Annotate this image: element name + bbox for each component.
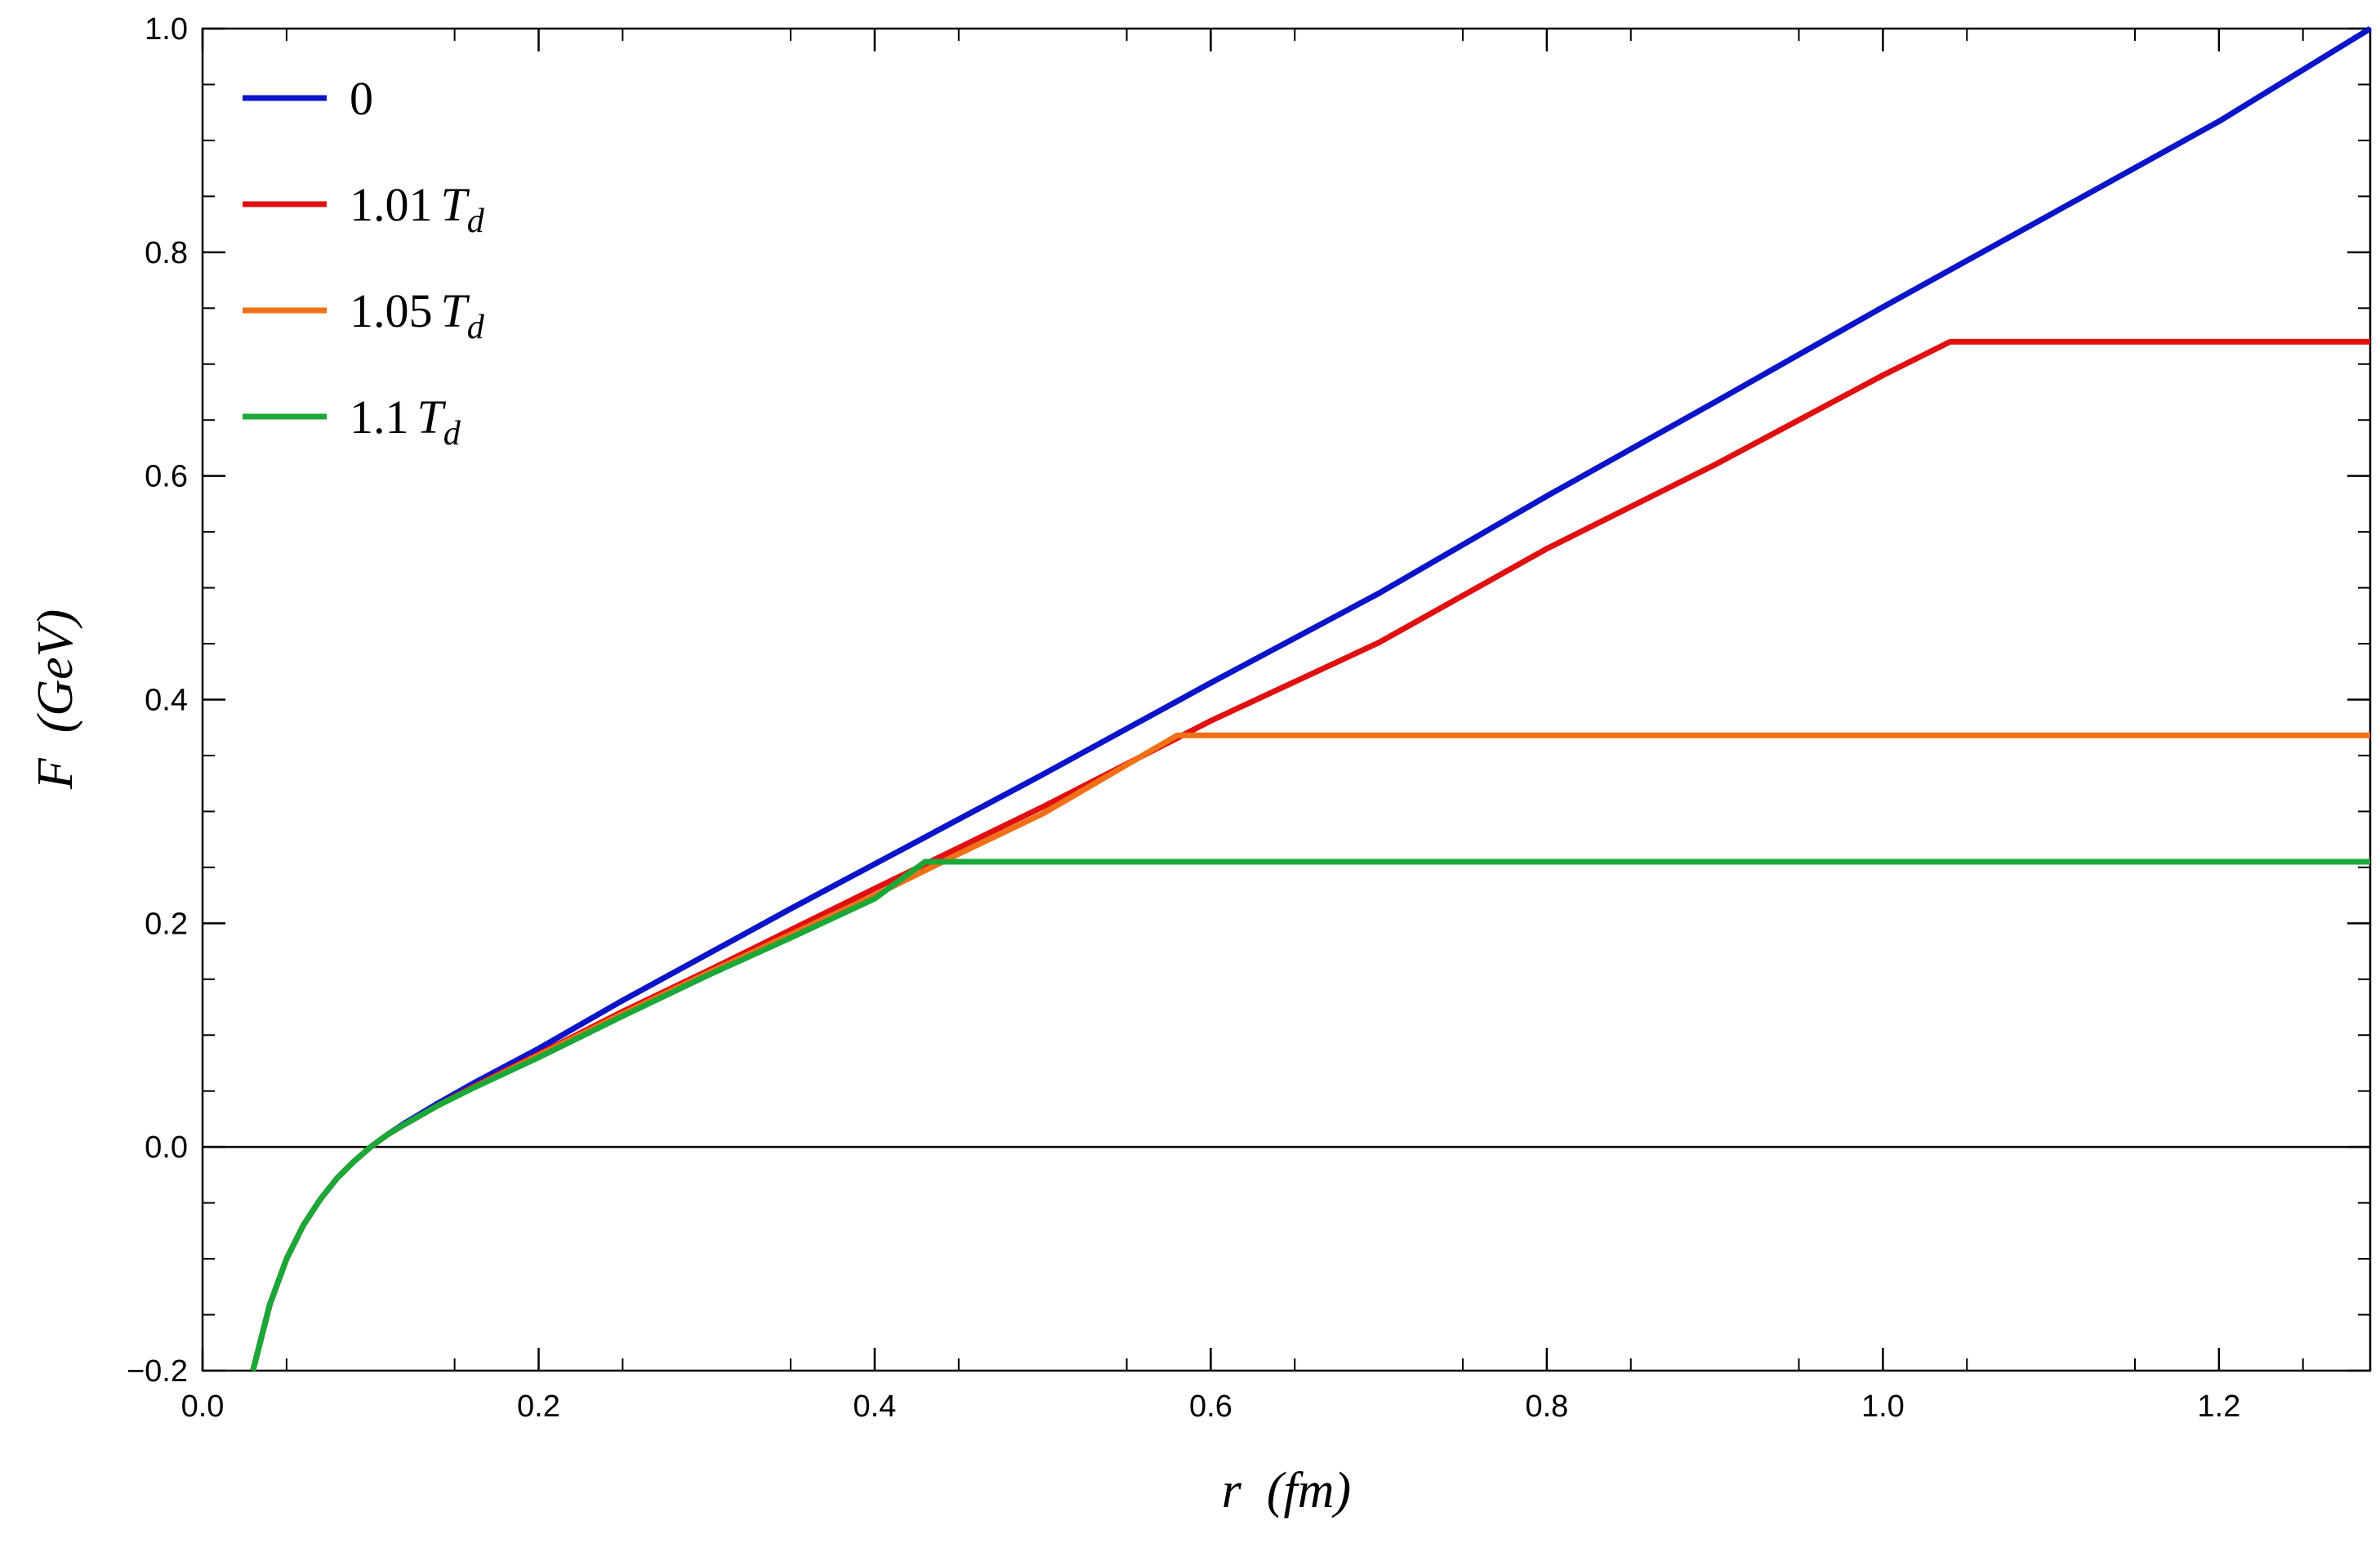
- ticks: 0.0 0.2 0.4 0.6 0.8 1.0 1.2−0.20.00.20.40.60.8…: [127, 12, 2370, 1424]
- y-tick-label: 0.6: [145, 460, 188, 494]
- legend-label: 1.1 Td: [350, 390, 461, 453]
- x-tick-label: 0.0: [181, 1389, 225, 1424]
- plot-frame: [201, 27, 2372, 1372]
- legend-label: 0: [350, 72, 373, 125]
- y-tick-label: 0.4: [145, 684, 188, 718]
- x-axis-title: r (fm): [1222, 1463, 1351, 1518]
- series-line-3: [250, 858, 2370, 1371]
- y-tick-label: 0.0: [145, 1130, 188, 1165]
- y-tick-label: −0.2: [127, 1354, 188, 1389]
- series-line-2: [250, 732, 2370, 1371]
- legend-label: 1.01 Td: [350, 178, 485, 240]
- x-tick-label: 1.0: [1861, 1389, 1905, 1424]
- y-tick-label: 1.0: [145, 12, 188, 47]
- x-tick-label: 0.8: [1525, 1389, 1568, 1424]
- series-layer: [250, 26, 2372, 1371]
- series-line-1: [250, 338, 2370, 1371]
- y-tick-label: 0.8: [145, 236, 188, 270]
- legend-label: 1.05 Td: [350, 284, 485, 346]
- y-axis-title: F (GeV): [28, 609, 83, 790]
- x-tick-label: 0.4: [854, 1389, 897, 1424]
- series-line-0: [250, 26, 2372, 1371]
- x-tick-label: 0.6: [1189, 1389, 1232, 1424]
- x-tick-label: 1.2: [2197, 1389, 2240, 1424]
- legend: 0 1.01 Td 1.05 Td 1.1 Td: [243, 72, 485, 453]
- x-tick-label: 0.2: [517, 1389, 560, 1424]
- y-tick-label: 0.2: [145, 907, 188, 941]
